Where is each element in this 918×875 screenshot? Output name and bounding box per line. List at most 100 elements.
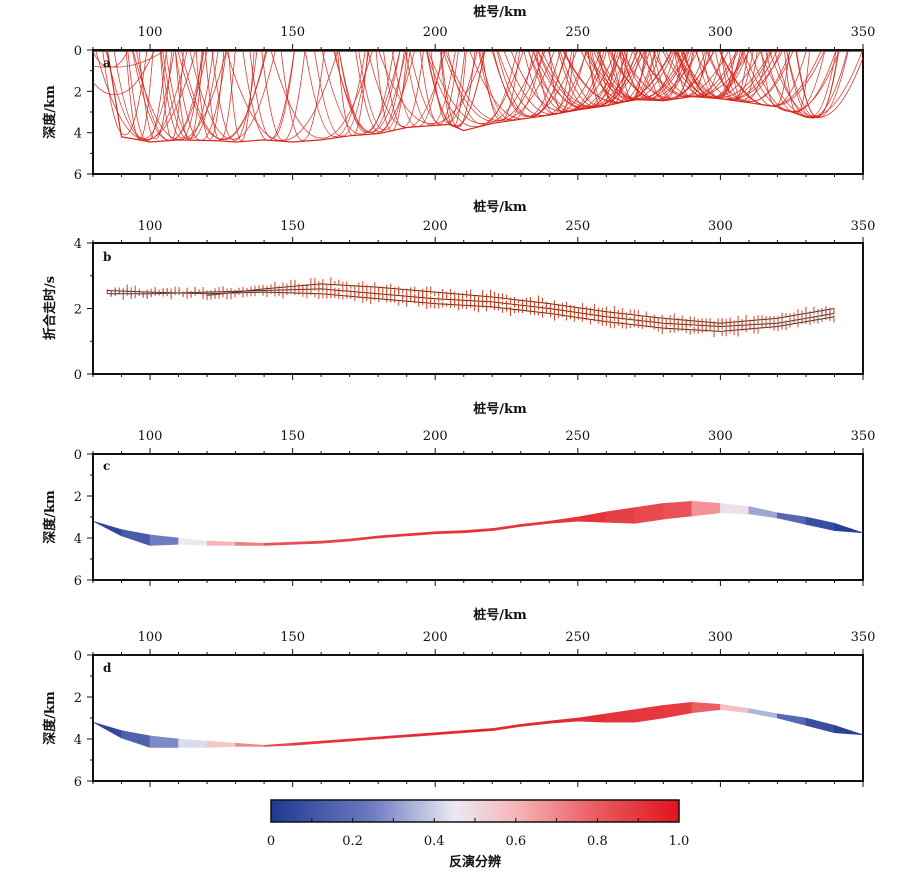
ray-path [618,50,690,101]
colorbar-tick-label: 0.6 [505,834,526,849]
y-tick-label: 4 [74,532,82,547]
panel-b-xlabel: 桩号/km [473,199,527,215]
panel-c-xlabel: 桩号/km [473,401,527,417]
ray-path [674,50,773,100]
ray-path [644,50,684,101]
ray-path [181,50,267,141]
ray-path [189,50,276,140]
colorbar-tick-label: 0.4 [424,834,445,849]
ray-path [761,50,790,106]
ray-path [479,50,544,121]
panel-d-letter: d [103,661,112,675]
resolution-cell [663,500,693,520]
resolution-cell [206,540,236,546]
ray-path [93,50,155,95]
x-tick-label: 100 [138,429,163,444]
ray-path [596,50,656,102]
reflector-line [106,50,815,143]
y-tick-label: 0 [74,649,82,664]
y-tick-label: 0 [74,448,82,463]
x-tick-label: 350 [851,429,876,444]
ray-path [338,50,394,133]
ray-path [532,50,639,108]
ray-path [426,50,486,126]
panel-d-ylabel: 深度/km [42,691,58,745]
ray-path [426,50,524,128]
x-tick-label: 250 [565,429,590,444]
y-tick-label: 2 [74,490,82,505]
ray-path [175,51,204,141]
x-tick-label: 250 [565,630,590,645]
ray-path [333,50,415,134]
traveltime-curve [107,290,835,332]
colorbar-ticks: 0 0.2 0.4 0.6 0.8 1.0 [267,818,689,849]
x-tick-label: 200 [423,429,448,444]
x-tick-label: 350 [851,219,876,234]
y-tick-label: 2 [74,85,82,100]
x-tick-label: 300 [708,429,733,444]
ray-path [127,50,167,142]
ray-path [593,50,684,99]
ray-path [537,50,629,109]
y-tick-label: 2 [74,691,82,706]
colorbar-label: 反演分辨 [449,854,501,870]
x-tick-label: 150 [280,630,305,645]
resolution-cell [834,522,863,534]
ray-path [707,50,791,103]
ray-path [774,50,848,118]
panel-c-letter: c [103,459,110,473]
panel-c-yticks: 0 2 4 6 [74,448,93,589]
ray-path [321,50,401,135]
ray-path [102,50,148,136]
y-tick-label: 4 [74,127,82,142]
y-tick-label: 4 [74,733,82,748]
y-tick-label: 0 [74,368,82,383]
panel-d-xticks: 100 150 200 250 300 350 [92,630,876,787]
panel-b-traveltimes [106,277,835,338]
x-tick-label: 100 [138,219,163,234]
colorbar-tick-label: 0.2 [342,834,363,849]
x-tick-label: 150 [280,219,305,234]
panel-b-yticks: 0 2 4 [74,237,93,383]
ray-path [105,50,188,141]
panel-d-resolution [93,701,863,748]
panel-c-xticks: 100 150 200 250 300 350 [92,429,876,586]
panel-d-yticks: 0 2 4 6 [74,649,93,790]
ray-path [125,51,154,140]
y-tick-label: 4 [74,237,82,252]
panel-b: 桩号/km 折合走时/s b 100 150 200 250 300 350 0 2 4 [42,199,875,383]
x-tick-label: 200 [423,219,448,234]
ray-path [742,50,840,112]
ray-path [491,50,568,117]
ray-path [503,50,602,115]
y-tick-label: 6 [74,574,82,589]
panel-b-ylabel: 折合走时/s [42,276,58,340]
ray-path [559,50,634,107]
colorbar: 0 0.2 0.4 0.6 0.8 1.0 反演分辨 [267,799,689,870]
y-tick-label: 6 [74,168,82,183]
ray-path [675,50,783,100]
panel-a-raypaths [93,50,863,143]
panel-c-ylabel: 深度/km [42,490,58,544]
x-tick-label: 350 [851,630,876,645]
ray-path [304,50,366,137]
ray-path [162,50,214,139]
ray-path [405,50,456,126]
ray-path [695,50,781,101]
ray-path [367,50,446,128]
ray-path [132,50,208,141]
ray-path [523,50,587,115]
ray-path [132,50,227,140]
colorbar-tick-label: 0.8 [587,834,608,849]
ray-path [195,51,225,140]
x-tick-label: 100 [138,25,163,40]
x-tick-label: 200 [423,25,448,40]
panel-b-frame [92,242,864,375]
ray-path [587,50,626,107]
ray-path [796,50,839,118]
colorbar-tick-label: 0 [267,834,275,849]
panel-a-letter: a [103,56,111,70]
x-tick-label: 350 [851,25,876,40]
x-tick-label: 250 [565,25,590,40]
